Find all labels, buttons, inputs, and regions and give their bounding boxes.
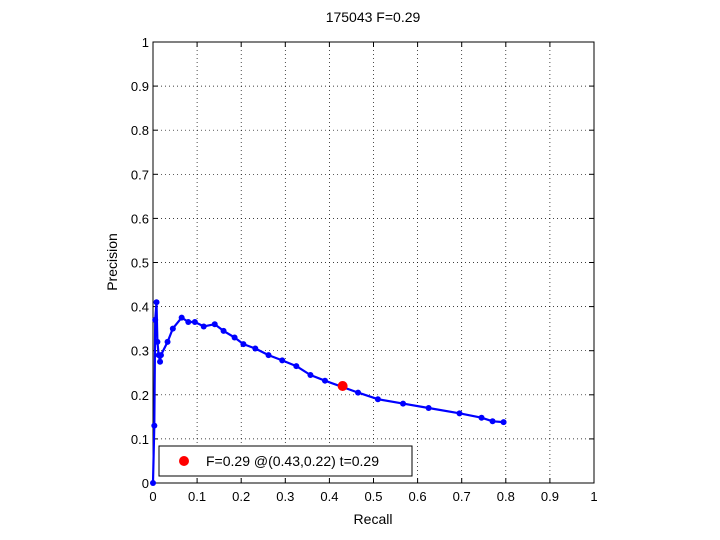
data-point	[240, 341, 247, 348]
data-point	[169, 325, 176, 332]
x-tick-label: 0.7	[453, 489, 471, 504]
data-point	[154, 338, 161, 345]
data-point	[456, 410, 463, 417]
data-point	[478, 414, 485, 421]
data-point	[252, 345, 259, 352]
data-point	[157, 358, 164, 365]
y-axis-label: Precision	[104, 233, 120, 291]
data-point	[157, 352, 164, 359]
best-f-marker	[337, 380, 348, 391]
data-point	[374, 396, 381, 403]
series-layer	[150, 299, 507, 486]
marker-layer	[337, 380, 348, 391]
y-tick-label: 0.8	[131, 123, 149, 138]
data-point	[307, 371, 314, 378]
x-tick-label: 0.5	[364, 489, 382, 504]
data-point	[211, 321, 218, 328]
data-point	[279, 357, 286, 364]
x-axis-label: Recall	[354, 511, 393, 527]
legend-box	[158, 445, 413, 477]
x-tick-label: 0.2	[232, 489, 250, 504]
x-tick-label: 0	[149, 489, 156, 504]
legend: F=0.29 @(0.43,0.22) t=0.29	[158, 445, 413, 477]
y-tick-label: 0	[142, 476, 149, 491]
data-point	[178, 314, 185, 321]
x-tick-label: 0.8	[497, 489, 515, 504]
legend-marker	[179, 456, 189, 466]
data-point	[500, 419, 507, 426]
y-tick-label: 0.4	[131, 300, 149, 315]
y-tick-label: 0.9	[131, 79, 149, 94]
x-tick-label: 1	[590, 489, 597, 504]
data-point	[321, 377, 328, 384]
x-tick-label: 0.1	[188, 489, 206, 504]
grid	[153, 42, 594, 483]
y-tick-label: 0.5	[131, 256, 149, 271]
data-point	[400, 400, 407, 407]
data-point	[293, 363, 300, 370]
data-point	[200, 323, 207, 330]
data-point	[425, 405, 432, 412]
x-tick-label: 0.4	[320, 489, 338, 504]
data-point	[355, 389, 362, 396]
data-point	[191, 319, 198, 326]
data-point	[153, 299, 160, 306]
x-tick-label: 0.3	[276, 489, 294, 504]
data-point	[185, 319, 192, 326]
data-point	[151, 422, 158, 429]
y-tick-label: 1	[142, 35, 149, 50]
y-tick-label: 0.1	[131, 432, 149, 447]
legend-label: F=0.29 @(0.43,0.22) t=0.29	[206, 453, 379, 469]
y-tick-labels: 0 0.1 0.2 0.3 0.4 0.5 0.6 0.7 0.8 0.9 1	[131, 35, 149, 491]
data-point	[220, 327, 227, 334]
y-tick-label: 0.6	[131, 211, 149, 226]
x-tick-label: 0.9	[541, 489, 559, 504]
x-tick-label: 0.6	[409, 489, 427, 504]
data-point	[231, 334, 238, 341]
chart-title: 175043 F=0.29	[326, 9, 421, 25]
y-tick-label: 0.7	[131, 167, 149, 182]
plot-frame	[152, 41, 595, 484]
data-point	[265, 352, 272, 359]
y-tick-label: 0.3	[131, 344, 149, 359]
data-point	[164, 338, 171, 345]
x-tick-labels: 0 0.1 0.2 0.3 0.4 0.5 0.6 0.7 0.8 0.9 1	[149, 489, 597, 504]
data-point	[489, 418, 496, 425]
data-point	[150, 480, 156, 486]
y-tick-label: 0.2	[131, 388, 149, 403]
data-point	[152, 316, 159, 323]
